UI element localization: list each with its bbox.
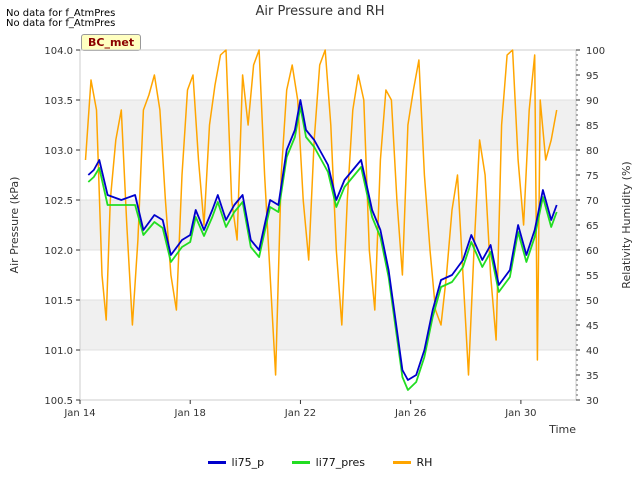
- y-tick-label-4: 102.5: [44, 196, 73, 207]
- legend: li75_p li77_pres RH: [0, 454, 640, 469]
- y2-tick-label-14: 100: [586, 46, 605, 57]
- y2-tick-label-1: 35: [586, 371, 599, 382]
- shaded-band-0: [80, 300, 576, 350]
- x-tick-label-3: Jan 26: [394, 408, 426, 419]
- series-line-li77-pres: [87, 106, 558, 391]
- shaded-band-1: [80, 200, 576, 250]
- y-tick-label-3: 102.0: [44, 246, 73, 257]
- shaded-bands: [80, 100, 576, 350]
- y-tick-label-7: 104.0: [44, 46, 73, 57]
- y2-tick-label-7: 65: [586, 221, 599, 232]
- y-tick-label-2: 101.5: [44, 296, 73, 307]
- y2-tick-label-8: 70: [586, 196, 599, 207]
- y-tick-label-1: 101.0: [44, 346, 73, 357]
- legend-item-li77-pres: li77_pres: [291, 456, 366, 469]
- legend-label-li75-p: li75_p: [231, 456, 265, 469]
- series-line-RH: [84, 49, 558, 376]
- no-data-note-2: No data for f_AtmPres: [6, 18, 116, 29]
- y2-tick-label-2: 40: [586, 346, 599, 357]
- y2-tick-label-4: 50: [586, 296, 599, 307]
- y2-tick-label-5: 55: [586, 271, 599, 282]
- y2-tick-label-12: 90: [586, 96, 599, 107]
- no-data-note-1: No data for f_AtmPres: [6, 8, 116, 19]
- y2-tick-label-11: 85: [586, 121, 599, 132]
- legend-label-li77-pres: li77_pres: [315, 456, 366, 469]
- y-axis-right: 30 35 40 45 50 55 60 65 70 75 80 85 90 95 100: [576, 46, 605, 407]
- y2-tick-label-3: 45: [586, 321, 599, 332]
- series-line-li75-p: [87, 99, 558, 381]
- chart-title: Air Pressure and RH: [255, 4, 385, 19]
- legend-swatch-li77-pres: [291, 461, 310, 464]
- legend-item-li75-p: li75_p: [207, 456, 265, 469]
- legend-swatch-li75-p: [207, 461, 226, 464]
- x-axis-label: Time: [548, 423, 576, 436]
- legend-label-rh: RH: [416, 456, 433, 469]
- legend-swatch-rh: [392, 461, 411, 464]
- y-axis-left: 100.5 101.0 101.5 102.0 102.5 103.0 103.5 104.0: [44, 46, 80, 407]
- y2-tick-label-6: 60: [586, 246, 599, 257]
- y-axis-label: Air Pressure (kPa): [8, 177, 21, 274]
- y2-tick-label-0: 30: [586, 396, 599, 407]
- y2-tick-label-9: 75: [586, 171, 599, 182]
- y-tick-label-5: 103.0: [44, 146, 73, 157]
- site-badge: BC_met: [81, 34, 142, 51]
- x-tick-label-2: Jan 22: [284, 408, 316, 419]
- y2-axis-label: Relativity Humidity (%): [620, 161, 633, 288]
- y2-tick-label-13: 95: [586, 71, 599, 82]
- x-axis: Jan 14 Jan 18 Jan 22 Jan 26 Jan 30: [63, 400, 537, 419]
- series-layer: [84, 49, 558, 391]
- x-tick-label-0: Jan 14: [63, 408, 95, 419]
- shaded-band-2: [80, 100, 576, 150]
- legend-item-rh: RH: [392, 456, 433, 469]
- y-tick-label-0: 100.5: [44, 396, 73, 407]
- x-tick-label-1: Jan 18: [174, 408, 206, 419]
- x-tick-label-4: Jan 30: [504, 408, 536, 419]
- y2-tick-label-10: 80: [586, 146, 599, 157]
- y-tick-label-6: 103.5: [44, 96, 73, 107]
